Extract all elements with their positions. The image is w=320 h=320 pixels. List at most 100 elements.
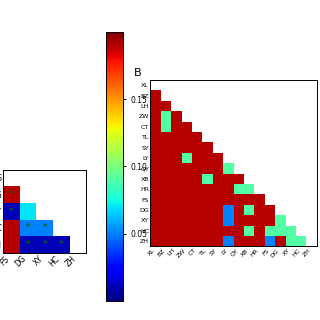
Bar — [244, 205, 254, 215]
Bar — [192, 132, 203, 142]
Bar — [171, 153, 182, 163]
Bar — [223, 194, 234, 205]
Bar — [182, 132, 192, 142]
Bar — [234, 215, 244, 226]
Bar — [20, 220, 36, 236]
Bar — [202, 236, 213, 246]
Bar — [150, 142, 161, 153]
Bar — [213, 215, 223, 226]
Bar — [36, 220, 53, 236]
Bar — [20, 236, 36, 253]
Bar — [244, 236, 254, 246]
Bar — [223, 236, 234, 246]
Bar — [161, 132, 171, 142]
Bar — [36, 236, 53, 253]
Bar — [202, 153, 213, 163]
Text: *: * — [59, 240, 64, 249]
Bar — [213, 205, 223, 215]
Bar — [265, 205, 275, 215]
Bar — [286, 226, 296, 236]
Bar — [3, 186, 20, 203]
Bar — [192, 142, 203, 153]
Text: *: * — [26, 223, 30, 232]
Bar — [171, 194, 182, 205]
Bar — [182, 236, 192, 246]
Bar — [53, 236, 70, 253]
Bar — [150, 215, 161, 226]
Bar — [182, 163, 192, 173]
Bar — [150, 153, 161, 163]
Bar — [223, 215, 234, 226]
Bar — [234, 226, 244, 236]
Bar — [223, 226, 234, 236]
Bar — [213, 184, 223, 194]
Bar — [244, 184, 254, 194]
Bar — [150, 111, 161, 122]
Bar — [150, 236, 161, 246]
Bar — [150, 132, 161, 142]
Bar — [244, 215, 254, 226]
Text: *: * — [9, 190, 14, 199]
Bar — [161, 163, 171, 173]
Bar — [254, 236, 265, 246]
Bar — [192, 205, 203, 215]
Bar — [213, 226, 223, 236]
Bar — [182, 226, 192, 236]
Bar — [182, 194, 192, 205]
Bar — [202, 184, 213, 194]
Bar — [161, 122, 171, 132]
Bar — [213, 173, 223, 184]
Bar — [275, 215, 285, 226]
Bar — [192, 226, 203, 236]
Bar — [275, 236, 285, 246]
Bar — [182, 153, 192, 163]
Bar — [234, 173, 244, 184]
Bar — [182, 173, 192, 184]
Text: *: * — [43, 240, 47, 249]
Bar — [192, 153, 203, 163]
Bar — [161, 142, 171, 153]
Bar — [254, 194, 265, 205]
Bar — [150, 226, 161, 236]
Bar — [202, 226, 213, 236]
Bar — [202, 163, 213, 173]
Bar — [171, 122, 182, 132]
Bar — [150, 194, 161, 205]
Bar — [3, 203, 20, 220]
Text: *: * — [43, 223, 47, 232]
Text: *: * — [26, 240, 30, 249]
Bar — [192, 184, 203, 194]
Bar — [192, 236, 203, 246]
Bar — [150, 205, 161, 215]
Bar — [150, 90, 161, 101]
Bar — [202, 142, 213, 153]
Bar — [182, 205, 192, 215]
Text: *: * — [9, 207, 14, 216]
Bar — [171, 163, 182, 173]
Bar — [213, 194, 223, 205]
Bar — [150, 173, 161, 184]
Bar — [254, 205, 265, 215]
Bar — [192, 215, 203, 226]
Bar — [223, 184, 234, 194]
Bar — [150, 163, 161, 173]
Text: B: B — [134, 68, 141, 78]
Bar — [265, 215, 275, 226]
Bar — [254, 215, 265, 226]
Bar — [202, 215, 213, 226]
Bar — [213, 153, 223, 163]
Bar — [171, 236, 182, 246]
Bar — [3, 220, 20, 236]
Bar — [20, 203, 36, 220]
Bar — [223, 205, 234, 215]
Bar — [223, 163, 234, 173]
Bar — [171, 205, 182, 215]
Bar — [150, 101, 161, 111]
Bar — [150, 122, 161, 132]
Bar — [254, 226, 265, 236]
Bar — [171, 173, 182, 184]
Bar — [202, 194, 213, 205]
Bar — [202, 173, 213, 184]
Bar — [182, 142, 192, 153]
Bar — [213, 236, 223, 246]
